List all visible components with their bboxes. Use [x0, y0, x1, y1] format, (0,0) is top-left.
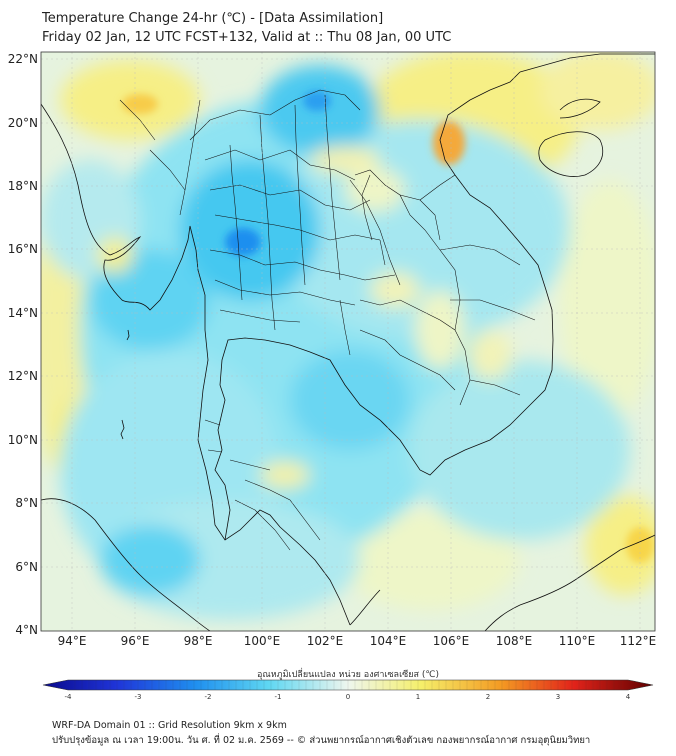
lon-label: 110°E	[559, 634, 596, 648]
colorbar-tick-label: -4	[65, 693, 73, 701]
lat-label: 4°N	[15, 623, 38, 637]
lon-label: 108°E	[496, 634, 533, 648]
lat-label: 22°N	[8, 52, 38, 66]
borneo-coast	[484, 534, 655, 631]
lat-label: 8°N	[15, 496, 38, 510]
province-borders	[119, 89, 536, 551]
colorbar: อุณหภูมิเปลี่ยนแปลง หน่วย องศาเซลเซียส (…	[42, 667, 654, 701]
mainland-coast	[41, 103, 351, 626]
lon-label: 102°E	[307, 634, 344, 648]
lat-label: 20°N	[8, 116, 38, 130]
lon-label: 94°E	[58, 634, 87, 648]
lon-label: 104°E	[370, 634, 407, 648]
chart-subtitle: Friday 02 Jan, 12 UTC FCST+132, Valid at…	[42, 30, 452, 45]
gulf-coast	[214, 71, 554, 541]
latitude-labels: 22°N 20°N 18°N 16°N 14°N 12°N 10°N 8°N 6…	[8, 52, 38, 637]
colorbar-tick-label: 3	[556, 693, 560, 701]
lat-label: 16°N	[8, 242, 38, 256]
field-cores	[122, 91, 654, 563]
lon-label: 96°E	[121, 634, 150, 648]
chart-title: Temperature Change 24-hr (℃) - [Data Ass…	[42, 11, 384, 26]
colorbar-tick-label: -3	[135, 693, 142, 701]
lon-label: 106°E	[433, 634, 470, 648]
lat-label: 14°N	[8, 306, 38, 320]
temperature-field	[41, 52, 655, 631]
lat-label: 12°N	[8, 369, 38, 383]
colorbar-title: อุณหภูมิเปลี่ยนแปลง หน่วย องศาเซลเซียส (…	[257, 667, 439, 680]
colorbar-tick-label: 1	[416, 693, 420, 701]
footer-credit: ปรับปรุงข้อมูล ณ เวลา 19:00น. วัน ศ. ที่…	[52, 735, 591, 746]
hainan-island	[538, 131, 604, 177]
lon-label: 98°E	[184, 634, 213, 648]
longitude-labels: 94°E 96°E 98°E 100°E 102°E 104°E 106°E 1…	[58, 634, 657, 648]
lat-label: 18°N	[8, 179, 38, 193]
lon-label: 100°E	[244, 634, 281, 648]
colorbar-tick-label: 4	[626, 693, 631, 701]
colorbar-tick-label: 0	[346, 693, 350, 701]
lat-label: 10°N	[8, 433, 38, 447]
coastlines	[41, 53, 655, 631]
colorbar-ramp	[42, 679, 654, 691]
colorbar-tick-label: -1	[275, 693, 282, 701]
lon-label: 112°E	[620, 634, 657, 648]
colorbar-tick-label: -2	[205, 693, 212, 701]
sumatra-coast	[41, 498, 211, 631]
lat-label: 6°N	[15, 560, 38, 574]
footer-model-info: WRF-DA Domain 01 :: Grid Resolution 9km …	[52, 720, 287, 731]
gridlines	[41, 52, 655, 631]
colorbar-ticks	[74, 680, 622, 690]
colorbar-tick-label: 2	[486, 693, 490, 701]
map-frame	[40, 51, 656, 632]
